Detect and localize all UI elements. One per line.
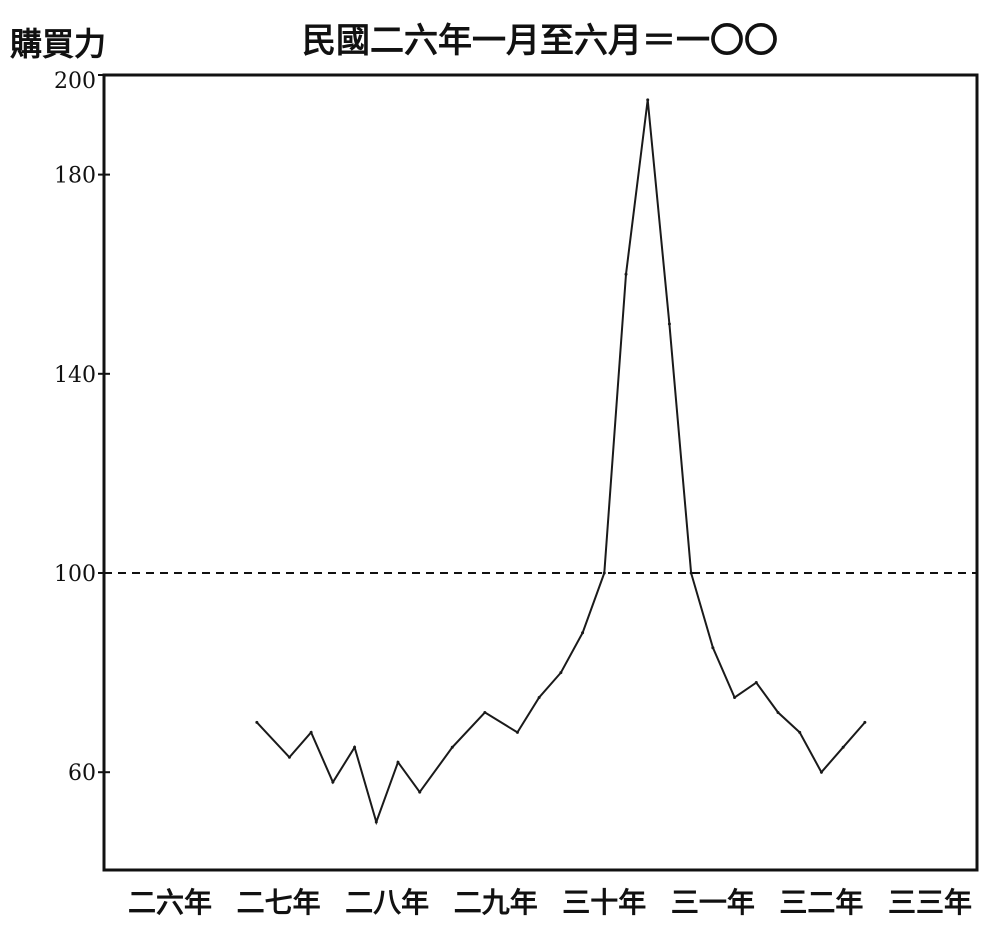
data-point — [819, 770, 823, 774]
x-tick-label: 三三年 — [888, 886, 972, 919]
data-point — [754, 681, 758, 685]
y-tick-label: 100 — [54, 562, 96, 587]
x-ticks: 二六年 二七年 二八年 二九年 三十年 三一年 三二年 三三年 — [128, 886, 972, 919]
x-tick-label: 三十年 — [562, 886, 646, 919]
x-tick-label: 二九年 — [454, 886, 538, 919]
data-point — [353, 745, 357, 749]
series-layer — [255, 98, 867, 826]
data-point — [624, 272, 628, 276]
x-tick-label: 三一年 — [671, 886, 755, 919]
data-point — [646, 98, 650, 102]
data-point — [374, 820, 378, 824]
x-tick-label: 二七年 — [237, 886, 321, 919]
data-point — [309, 730, 313, 734]
data-point — [255, 720, 259, 724]
y-axis-label: 購買力 — [10, 25, 106, 63]
data-point — [537, 696, 541, 699]
y-tick-label: 140 — [54, 363, 96, 388]
y-tick-label: 60 — [68, 761, 96, 786]
y-ticks: 200 180 140 100 60 — [54, 69, 110, 786]
data-point — [483, 710, 487, 714]
data-point — [667, 322, 671, 326]
data-point — [689, 571, 693, 575]
x-tick-label: 三二年 — [779, 886, 863, 919]
y-tick-label: 180 — [54, 164, 96, 189]
data-point — [841, 745, 845, 749]
data-point — [418, 790, 422, 794]
data-point — [863, 720, 867, 724]
data-point — [581, 631, 585, 635]
data-point — [396, 760, 400, 764]
data-point — [450, 745, 454, 749]
data-point — [798, 730, 802, 734]
data-point — [515, 730, 519, 734]
data-point — [602, 571, 606, 575]
series-line — [256, 99, 866, 826]
data-point — [331, 780, 335, 784]
data-point — [711, 646, 715, 650]
x-tick-label: 二八年 — [345, 886, 429, 919]
chart-title: 民國二六年一月至六月＝一〇〇 — [302, 21, 778, 61]
data-point — [776, 710, 780, 714]
x-tick-label: 二六年 — [128, 886, 212, 919]
data-point — [559, 671, 563, 675]
plot-frame — [102, 73, 979, 872]
data-point — [733, 696, 737, 699]
data-point — [287, 755, 291, 759]
y-tick-label: 200 — [54, 69, 96, 94]
